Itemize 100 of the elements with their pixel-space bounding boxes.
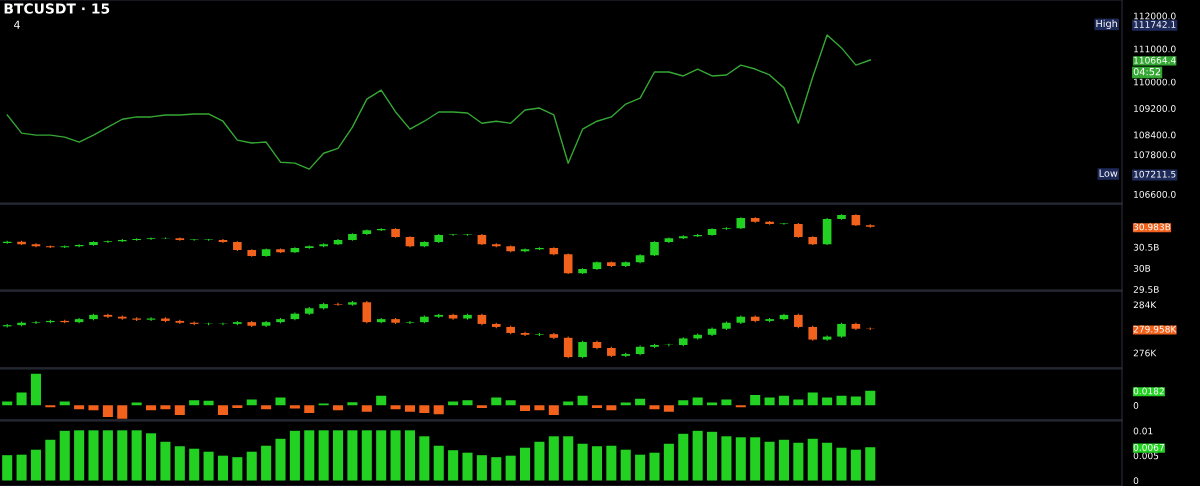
bar (462, 400, 473, 406)
y-tick-label: 30.983B (1133, 223, 1171, 231)
candlestick (563, 336, 573, 359)
bar (333, 405, 344, 411)
bar (117, 405, 128, 419)
candlestick (506, 244, 515, 253)
bar (505, 400, 516, 406)
bar (836, 447, 847, 481)
bar (189, 400, 200, 406)
bar (491, 457, 502, 481)
bar (620, 449, 631, 481)
bar (217, 455, 228, 481)
bar (663, 443, 674, 481)
candlestick (348, 232, 357, 242)
candlestick (391, 227, 400, 239)
bar (289, 430, 300, 481)
bar (88, 405, 99, 411)
candlestick (678, 336, 688, 347)
y-tick-label: 110000.0 (1134, 78, 1176, 86)
candlestick (865, 223, 875, 229)
bar (289, 405, 300, 409)
bar (261, 405, 272, 410)
bar (707, 431, 718, 481)
y-tick-label: 107800.0 (1134, 151, 1176, 159)
candlestick (89, 240, 98, 247)
bar (721, 436, 732, 481)
bar (304, 430, 315, 481)
bar (376, 430, 387, 481)
bar (563, 436, 574, 481)
text: 4 (14, 20, 20, 29)
bar (563, 401, 574, 406)
bar (30, 449, 41, 481)
candlestick (276, 247, 285, 254)
bar (160, 405, 171, 410)
bar (102, 430, 113, 481)
bar (275, 397, 286, 406)
bar (448, 401, 459, 406)
candlestick (535, 332, 544, 337)
y-tick-label: 29.5B (1133, 286, 1159, 293)
y-tick-label: 0.0182 (1133, 387, 1164, 395)
bar (174, 405, 185, 415)
bar (692, 397, 703, 406)
bar (491, 397, 502, 406)
bar (476, 405, 487, 408)
y-tick-label: 0 (1133, 477, 1139, 485)
bar (232, 457, 243, 481)
bar (534, 441, 545, 481)
candlestick (607, 346, 616, 358)
y-tick-label: 111742.1 (1134, 21, 1176, 28)
bar (203, 451, 214, 481)
bar (232, 405, 243, 408)
bar (45, 439, 56, 481)
bar (678, 433, 689, 481)
bar (174, 446, 185, 481)
bar (865, 447, 876, 481)
bar (520, 405, 531, 412)
candlestick (46, 244, 55, 249)
candlestick (233, 240, 242, 252)
bar (419, 405, 430, 413)
y-tick-label: 106600.0 (1134, 190, 1176, 198)
annotation: High (1096, 19, 1118, 30)
candlestick (736, 216, 746, 230)
candlestick (808, 235, 818, 246)
bar (591, 446, 602, 481)
bar (433, 445, 444, 481)
candlestick (247, 248, 257, 258)
y-tick-label: 0.01 (1133, 427, 1153, 435)
bar (30, 373, 41, 406)
y-tick-label: 107211.5 (1134, 170, 1176, 178)
candlestick (650, 240, 659, 257)
y-tick-label: 111000.0 (1134, 45, 1176, 53)
bar (2, 401, 13, 406)
candlestick (837, 213, 846, 221)
y-tick-label: 110664.4 (1134, 56, 1176, 64)
bar (347, 402, 358, 406)
bar (750, 437, 761, 481)
bar (102, 405, 113, 417)
bar (88, 430, 99, 481)
bar (74, 405, 85, 410)
bar (347, 430, 358, 481)
y-tick-label: 0 (1133, 402, 1139, 409)
y-tick-label: 108400.0 (1134, 131, 1176, 139)
bar (59, 430, 70, 481)
candlestick (362, 300, 372, 324)
bar (577, 443, 588, 481)
bar (333, 430, 344, 481)
bar (663, 405, 674, 412)
bar (750, 394, 761, 406)
candlestick (348, 300, 357, 307)
bar (404, 430, 415, 481)
bar (246, 451, 257, 481)
bar (146, 405, 157, 411)
candlestick (132, 237, 141, 242)
candlestick (563, 252, 573, 275)
candlestick (405, 320, 415, 325)
candlestick (794, 222, 803, 239)
candlestick (362, 228, 372, 236)
candlestick (607, 260, 616, 268)
bar (419, 436, 430, 481)
bar (778, 439, 789, 481)
